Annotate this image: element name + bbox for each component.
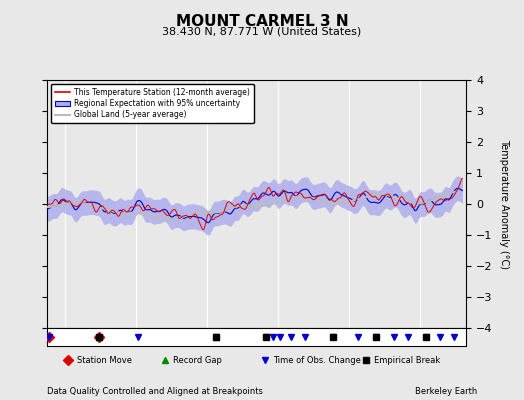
Text: MOUNT CARMEL 3 N: MOUNT CARMEL 3 N	[176, 14, 348, 29]
Text: Time of Obs. Change: Time of Obs. Change	[274, 356, 362, 365]
Text: Station Move: Station Move	[77, 356, 132, 365]
Text: 38.430 N, 87.771 W (United States): 38.430 N, 87.771 W (United States)	[162, 26, 362, 36]
Text: Data Quality Controlled and Aligned at Breakpoints: Data Quality Controlled and Aligned at B…	[47, 387, 263, 396]
Text: Record Gap: Record Gap	[173, 356, 222, 365]
Text: Berkeley Earth: Berkeley Earth	[414, 387, 477, 396]
Legend: This Temperature Station (12-month average), Regional Expectation with 95% uncer: This Temperature Station (12-month avera…	[51, 84, 254, 123]
Y-axis label: Temperature Anomaly (°C): Temperature Anomaly (°C)	[499, 139, 509, 269]
Text: Empirical Break: Empirical Break	[374, 356, 440, 365]
